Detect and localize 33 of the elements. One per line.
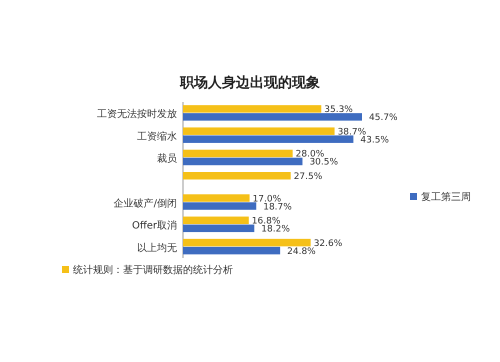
data-label: 35.3% bbox=[324, 105, 354, 116]
data-label: 17.0% bbox=[252, 194, 282, 204]
legend-label: 复工第三周 bbox=[421, 191, 471, 203]
data-label: 18.7% bbox=[263, 202, 292, 212]
y-tick-label: 工资缩水 bbox=[137, 130, 177, 142]
bar bbox=[183, 238, 311, 246]
y-tick-label: 企业破产/倒闭 bbox=[114, 197, 177, 210]
bar bbox=[183, 202, 256, 210]
data-label: 30.5% bbox=[309, 158, 339, 168]
data-label: 24.8% bbox=[287, 246, 316, 257]
bar bbox=[183, 172, 291, 180]
data-label: 38.7% bbox=[338, 127, 367, 138]
bar bbox=[183, 216, 249, 224]
chart-title: 职场人身边出现的现象 bbox=[179, 75, 320, 91]
data-label: 18.2% bbox=[261, 224, 290, 235]
bar bbox=[183, 224, 254, 232]
y-tick-label: 裁员 bbox=[157, 152, 177, 165]
y-tick-label: 工资无法按时发放 bbox=[97, 108, 177, 120]
text: 统计规则：基于调研数据的统计分析 bbox=[73, 264, 233, 276]
bar bbox=[183, 194, 250, 202]
data-label: 27.5% bbox=[294, 172, 323, 182]
bar bbox=[183, 150, 293, 158]
bar bbox=[183, 135, 354, 143]
bar bbox=[183, 127, 335, 135]
data-label: 32.6% bbox=[314, 238, 343, 249]
y-tick-label: 以上均无 bbox=[137, 242, 177, 254]
bar bbox=[183, 105, 322, 113]
bar bbox=[183, 113, 362, 121]
data-label: 43.5% bbox=[360, 135, 390, 146]
data-label: 45.7% bbox=[369, 113, 398, 124]
bar bbox=[183, 158, 302, 166]
bar bbox=[183, 246, 280, 254]
y-tick-label: Offer取消 bbox=[132, 220, 177, 232]
